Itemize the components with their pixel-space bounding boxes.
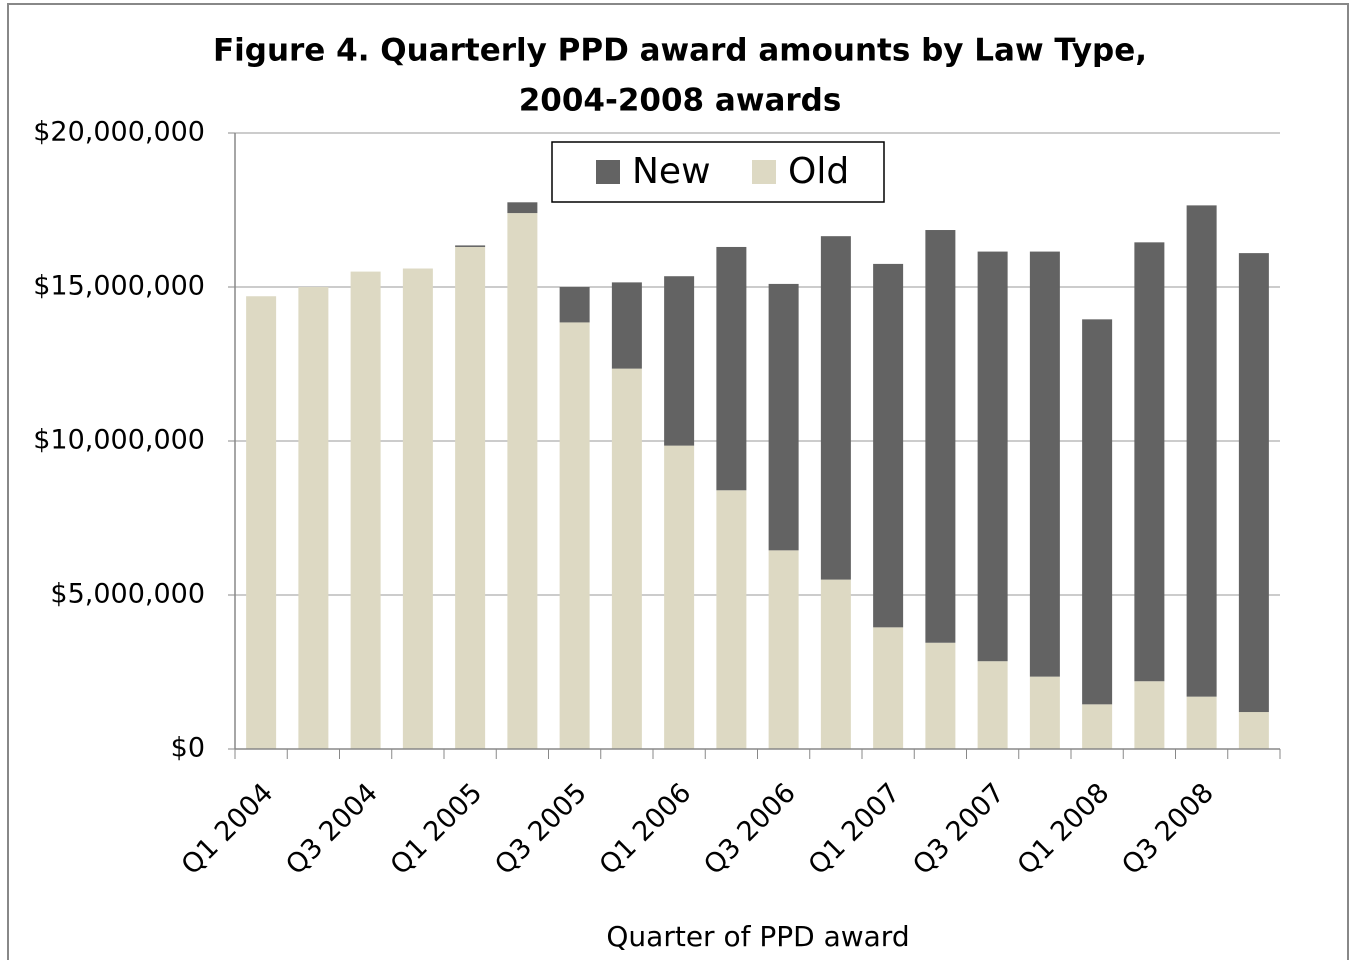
bar-segment bbox=[298, 287, 329, 749]
bar-segment bbox=[820, 236, 851, 580]
bar-segment bbox=[455, 246, 486, 749]
chart-title: Figure 4. Quarterly PPD award amounts by… bbox=[213, 33, 1147, 69]
bar-segment bbox=[1186, 205, 1217, 697]
bar-segment bbox=[873, 263, 904, 628]
bar-segment bbox=[1082, 704, 1113, 749]
x-axis-label: Quarter of PPD award bbox=[606, 920, 909, 953]
y-tick-label: $0 bbox=[171, 733, 205, 764]
bar-segment bbox=[507, 202, 538, 214]
bar-segment bbox=[1134, 242, 1165, 682]
y-tick-label: $20,000,000 bbox=[33, 117, 205, 148]
bar-segment bbox=[1082, 319, 1113, 705]
bar-segment bbox=[1238, 712, 1269, 749]
legend-label: New bbox=[632, 151, 711, 192]
legend-swatch bbox=[752, 160, 776, 184]
bar-segment bbox=[507, 213, 538, 749]
bar-segment bbox=[664, 276, 695, 446]
bar-segment bbox=[1238, 253, 1269, 713]
bar-segment bbox=[246, 296, 277, 749]
chart-title: 2004-2008 awards bbox=[519, 83, 842, 119]
bar-segment bbox=[559, 287, 590, 323]
y-tick-label: $15,000,000 bbox=[33, 271, 205, 302]
bar-segment bbox=[977, 251, 1008, 662]
bar-segment bbox=[768, 550, 799, 749]
bar-segment bbox=[664, 445, 695, 749]
bar-segment bbox=[455, 245, 486, 247]
bar-segment bbox=[768, 283, 799, 551]
bar-segment bbox=[1029, 251, 1060, 677]
bar-segment bbox=[716, 490, 747, 749]
y-tick-label: $10,000,000 bbox=[33, 425, 205, 456]
y-tick-label: $5,000,000 bbox=[50, 579, 205, 610]
bar-segment bbox=[559, 322, 590, 749]
legend-swatch bbox=[596, 160, 620, 184]
bar-segment bbox=[611, 368, 642, 749]
bar-segment bbox=[820, 579, 851, 749]
bar-segment bbox=[402, 268, 433, 749]
bar-segment bbox=[925, 642, 956, 749]
bar-segment bbox=[1029, 676, 1060, 749]
bar-segment bbox=[1134, 681, 1165, 749]
bar-segment bbox=[925, 230, 956, 643]
bar-segment bbox=[611, 282, 642, 369]
bar-segment bbox=[977, 661, 1008, 749]
bar-segment bbox=[716, 246, 747, 491]
bar-segment bbox=[873, 627, 904, 749]
legend-label: Old bbox=[788, 151, 849, 192]
bar-segment bbox=[350, 271, 381, 749]
bar-segment bbox=[1186, 696, 1217, 749]
